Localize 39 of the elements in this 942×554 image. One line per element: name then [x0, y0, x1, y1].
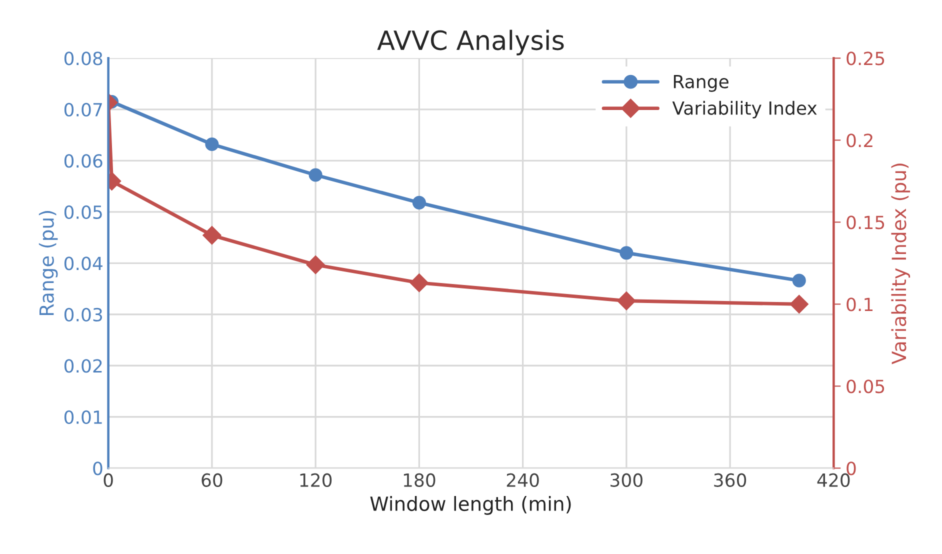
x-tick-label: 120 — [300, 473, 332, 487]
y2-tick-label: 0.1 — [846, 298, 873, 312]
y2-tick-label: 0.05 — [846, 380, 884, 394]
y-tick-label: 0.02 — [64, 359, 102, 373]
point — [306, 255, 325, 274]
point — [308, 168, 322, 182]
x-tick-label: 240 — [506, 473, 539, 487]
y-tick-label: 0.04 — [64, 256, 102, 270]
legend-label: Range — [674, 74, 728, 92]
y-tick-label: 0.07 — [64, 102, 102, 117]
chart-title: AVVC Analysis — [377, 30, 564, 56]
point — [412, 196, 426, 210]
x-tick-label: 360 — [714, 473, 746, 487]
point — [792, 274, 806, 288]
y-tick-label: 0.01 — [64, 410, 102, 424]
y-tick-label: 0 — [93, 462, 102, 476]
y2-axis-title: Variability Index (pu) — [891, 164, 910, 364]
x-tick-label: 60 — [202, 473, 222, 487]
point — [790, 294, 808, 314]
x-tick-label: 420 — [817, 473, 850, 487]
point — [410, 273, 429, 292]
y-tick-label: 0.08 — [64, 52, 102, 66]
y2-tick-label: 0.15 — [846, 216, 884, 230]
x-tick-label: 180 — [404, 473, 436, 487]
y2-tick-label: 0.2 — [846, 134, 872, 148]
y2-tick-label: 0.25 — [846, 52, 884, 66]
x-tick-label: 0 — [104, 473, 113, 487]
y2-tick-label: 0 — [846, 462, 856, 476]
y-axis-title: Range (pu) — [38, 211, 58, 316]
y-tick-label: 0.03 — [64, 308, 102, 322]
point — [205, 137, 219, 152]
point — [620, 246, 634, 260]
y-tick-label: 0.06 — [64, 154, 102, 168]
x-tick-label: 300 — [610, 473, 642, 487]
x-axis-title: Window length (min) — [370, 496, 571, 515]
point — [617, 292, 636, 310]
point — [202, 226, 222, 245]
y-tick-label: 0.05 — [64, 205, 102, 220]
legend-label: Variability Index — [672, 100, 817, 118]
